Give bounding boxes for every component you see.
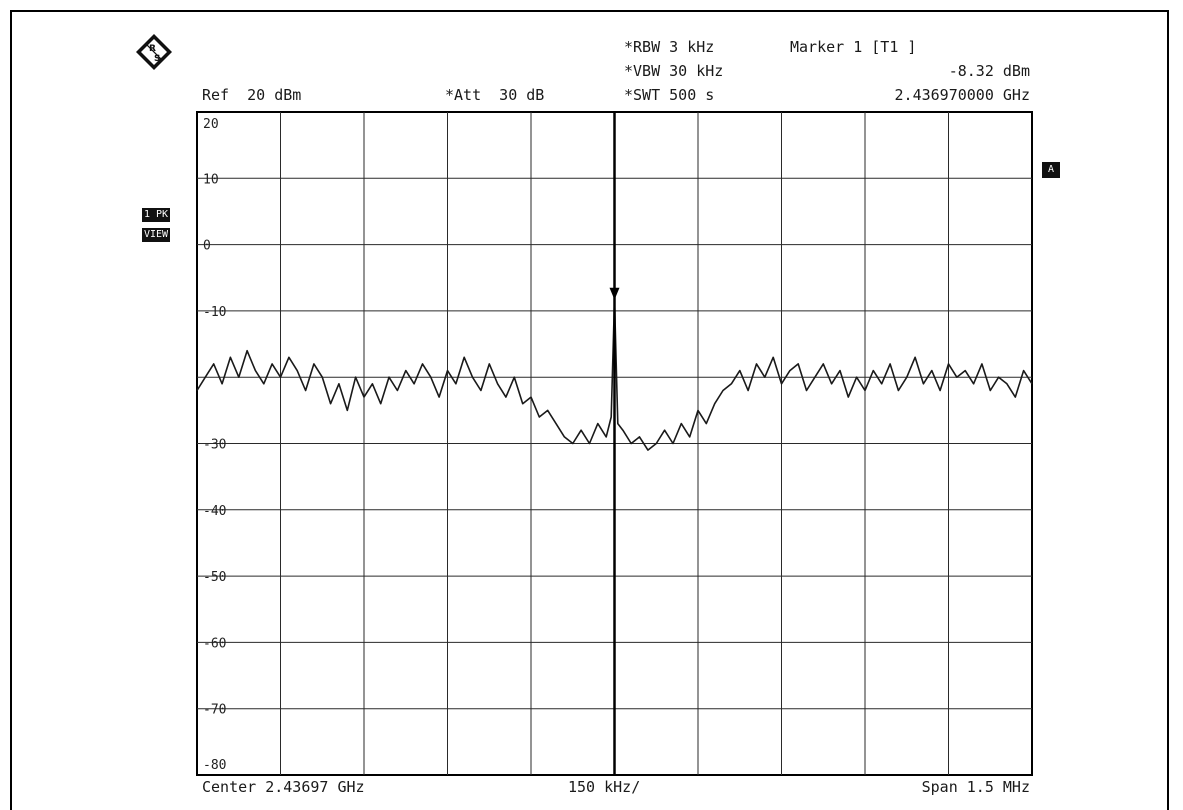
y-tick-label: 0 <box>203 239 211 254</box>
view-mode-badge: VIEW <box>142 228 171 242</box>
trace-label-badge: A <box>1042 162 1061 178</box>
rs-logo-icon: R S <box>136 34 172 70</box>
y-tick-label: -50 <box>203 570 226 585</box>
vbw-label: *VBW 30 kHz <box>624 62 724 80</box>
y-tick-label: -70 <box>203 703 226 718</box>
marker-triangle-icon <box>609 287 620 300</box>
center-frequency-label: Center 2.43697 GHz <box>202 778 365 796</box>
sweep-time-label: *SWT 500 s <box>624 86 715 104</box>
ref-level-label: Ref 20 dBm <box>202 86 302 104</box>
marker-frequency: 2.436970000 GHz <box>894 86 1030 104</box>
division-label: 150 kHz/ <box>568 778 641 796</box>
y-tick-label: -40 <box>203 504 226 519</box>
marker-level: -8.32 dBm <box>948 62 1030 80</box>
rbw-label: *RBW 3 kHz <box>624 38 715 56</box>
y-tick-label: -30 <box>203 438 226 453</box>
y-tick-label: -80 <box>203 758 226 773</box>
span-label: Span 1.5 MHz <box>921 778 1030 796</box>
trace-mode-badge: 1 PK <box>142 208 171 222</box>
svg-text:S: S <box>154 54 160 64</box>
analyzer-plot-frame <box>10 10 1169 810</box>
y-tick-label: 10 <box>203 172 219 187</box>
marker-title: Marker 1 [T1 ] <box>790 38 917 56</box>
y-tick-label: -60 <box>203 636 226 651</box>
y-tick-label: 20 <box>203 117 219 132</box>
attenuation-label: *Att 30 dB <box>445 86 545 104</box>
y-tick-label: -10 <box>203 305 226 320</box>
svg-text:R: R <box>149 44 156 54</box>
